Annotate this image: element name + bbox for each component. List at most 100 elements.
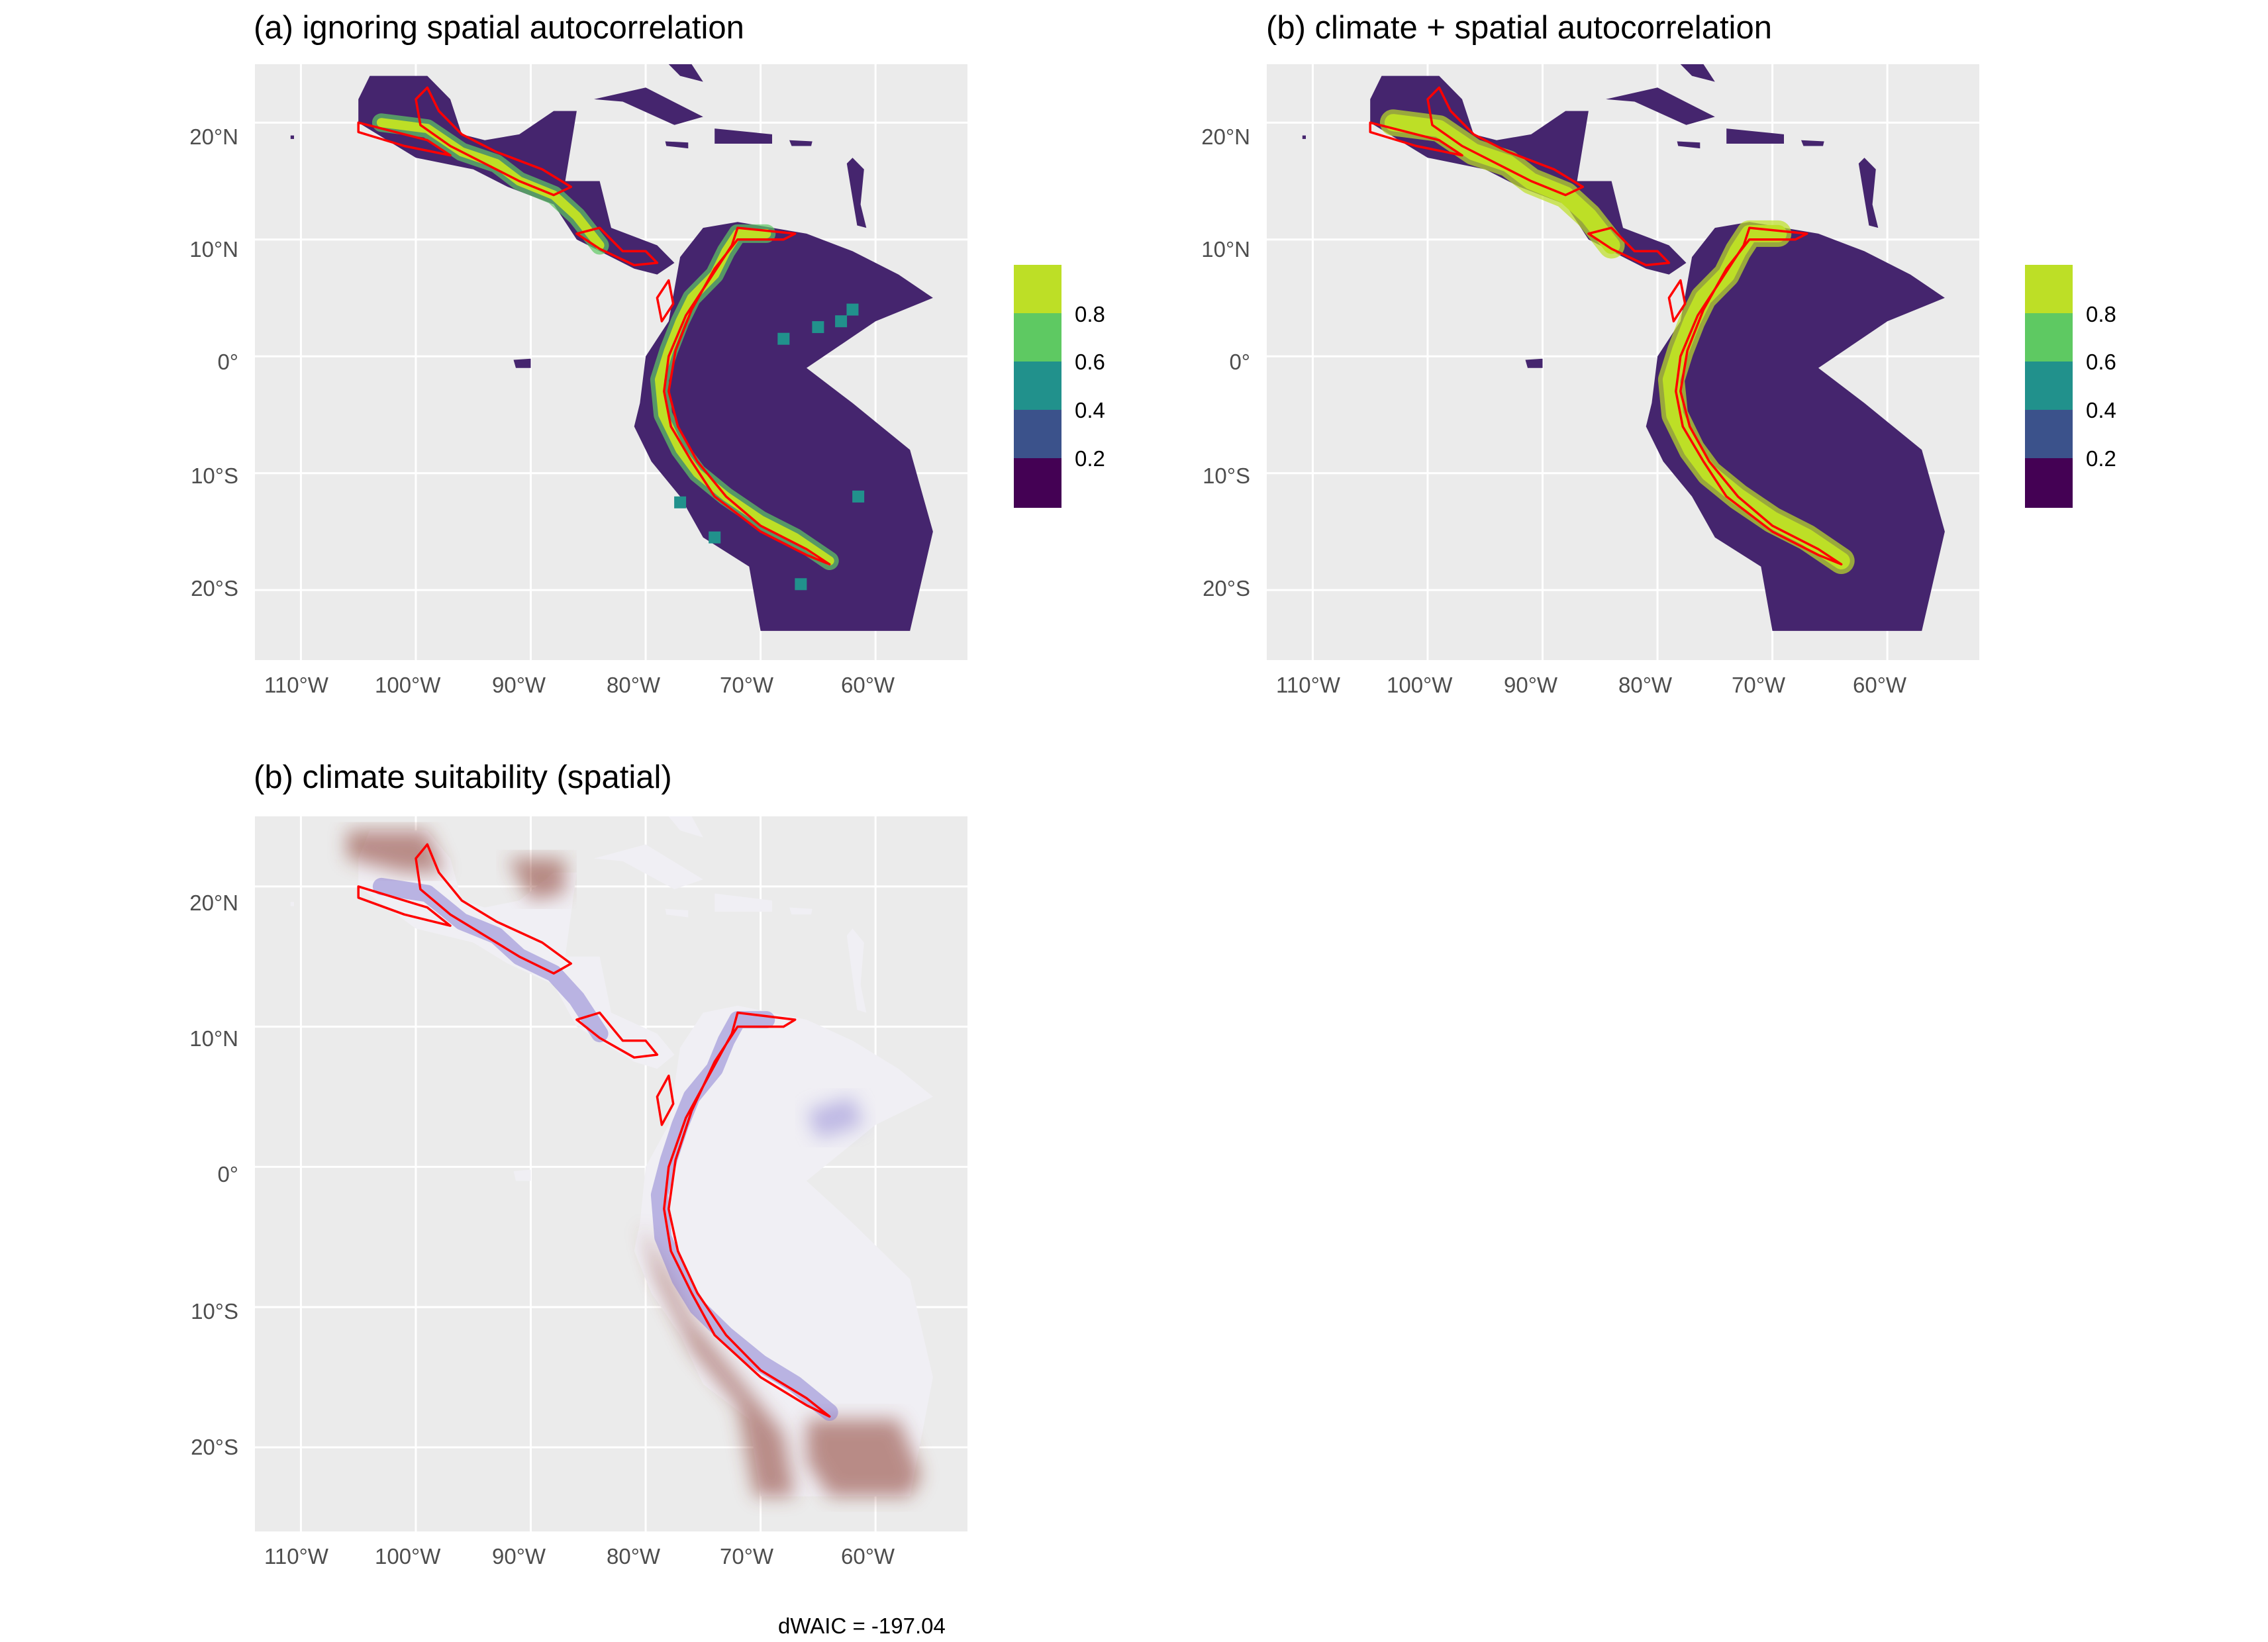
land-region: [1801, 140, 1824, 146]
suitability-low-area: [807, 1419, 922, 1497]
suitability-cell: [846, 303, 859, 316]
legend-label: 0.6: [1075, 350, 1105, 374]
y-tick-label: 20°S: [1203, 576, 1250, 601]
x-tick-label: 110°W: [264, 1544, 328, 1569]
x-tick-label: 90°W: [492, 1544, 546, 1569]
panel-c-title: (b) climate suitability (spatial): [254, 759, 672, 795]
suitability-low-area: [640, 1223, 795, 1497]
dwaic-caption: dWAIC = -197.04: [778, 1614, 946, 1638]
land-region: [1677, 141, 1701, 149]
suitability-ridge: [372, 877, 609, 1043]
range-outline: [575, 1011, 659, 1059]
suitability-cell: [795, 578, 807, 591]
map-canvas: [255, 64, 967, 660]
suitability-cell: [674, 496, 687, 508]
x-tick-label: 100°W: [375, 673, 441, 697]
legend-label: 0.8: [1075, 302, 1105, 326]
range-outline: [663, 226, 831, 566]
legend-bin: [1014, 265, 1061, 313]
land-region: [668, 64, 703, 82]
land-region: [594, 87, 703, 125]
land-region: [513, 1169, 531, 1181]
land-region: [846, 928, 867, 1013]
range-outline: [1587, 226, 1671, 267]
legend-bin: [1014, 410, 1061, 458]
land-region: [594, 844, 703, 890]
x-tick-label: 100°W: [1387, 673, 1453, 697]
range-outline: [656, 279, 675, 322]
range-outline: [1426, 86, 1585, 197]
range-outline: [663, 1011, 831, 1418]
suitability-low-area: [507, 858, 566, 901]
y-tick-label: 20°S: [191, 1435, 238, 1459]
legend-label: 0.6: [2086, 350, 2116, 374]
suitability-cell: [812, 321, 824, 334]
x-tick-label: 90°W: [1504, 673, 1558, 697]
land-region: [665, 908, 689, 918]
x-tick-label: 70°W: [720, 673, 774, 697]
y-tick-label: 10°N: [1201, 237, 1250, 262]
range-outline: [1667, 279, 1687, 322]
legend-label: 0.2: [1075, 446, 1105, 471]
panel-a-legend: 0.8 0.6 0.4 0.2: [1014, 265, 1120, 508]
y-tick-label: 20°N: [189, 891, 238, 915]
x-tick-label: 110°W: [1276, 673, 1340, 697]
x-tick-label: 70°W: [1732, 673, 1786, 697]
panel-a-map: [255, 64, 967, 660]
range-outline: [1369, 121, 1463, 157]
suitability-low-area: [346, 830, 445, 873]
legend-bin: [2025, 362, 2073, 410]
legend-bin: [1014, 362, 1061, 410]
suitability-cell: [835, 315, 848, 328]
x-tick-label: 80°W: [607, 673, 661, 697]
land-region: [634, 1005, 933, 1497]
range-outline: [415, 86, 573, 197]
suitability-cell: [709, 531, 721, 544]
land-region: [1525, 358, 1543, 368]
panel-b-map: [1267, 64, 1979, 660]
suitability-cell: [777, 332, 790, 345]
land-region: [634, 222, 933, 631]
land-region: [290, 902, 294, 906]
legend-bin: [1014, 313, 1061, 362]
panel-b-title: (b) climate + spatial autocorrelation: [1266, 10, 1772, 46]
y-tick-label: 10°N: [189, 1026, 238, 1051]
legend-bin: [2025, 265, 2073, 313]
panel-b-legend: 0.8 0.6 0.4 0.2: [2025, 265, 2131, 508]
land-region: [1726, 128, 1784, 144]
legend-label: 0.2: [2086, 446, 2116, 471]
y-tick-label: 0°: [1229, 350, 1250, 374]
land-region: [789, 907, 813, 915]
land-region: [715, 128, 772, 144]
legend-bin: [1014, 458, 1061, 508]
map-canvas: [255, 816, 967, 1531]
legend-label: 0.4: [2086, 398, 2116, 422]
x-tick-label: 110°W: [264, 673, 328, 697]
y-tick-label: 10°S: [191, 1299, 238, 1324]
range-outline: [656, 1075, 675, 1126]
land-region: [665, 141, 689, 149]
range-outline: [415, 843, 573, 975]
range-outline: [1675, 226, 1843, 566]
x-tick-label: 90°W: [492, 673, 546, 697]
y-tick-label: 20°N: [1201, 124, 1250, 149]
x-tick-label: 70°W: [720, 1544, 774, 1569]
suitability-ridge: [1384, 114, 1620, 254]
legend-bin: [2025, 410, 2073, 458]
suitability-cell: [852, 490, 865, 503]
y-tick-label: 20°N: [189, 124, 238, 149]
x-tick-label: 80°W: [1618, 673, 1673, 697]
land-region: [715, 893, 772, 912]
land-region: [668, 816, 703, 838]
map-canvas: [1267, 64, 1979, 660]
land-region: [1858, 158, 1879, 228]
y-tick-label: 20°S: [191, 576, 238, 601]
suitability-high-area: [807, 1096, 864, 1139]
suitability-ridge: [376, 118, 605, 250]
land-region: [290, 135, 294, 139]
y-tick-label: 10°S: [1203, 463, 1250, 488]
range-outline: [357, 121, 452, 157]
legend-bin: [2025, 458, 2073, 508]
panel-c-map: [255, 816, 967, 1531]
land-region: [1680, 64, 1715, 82]
